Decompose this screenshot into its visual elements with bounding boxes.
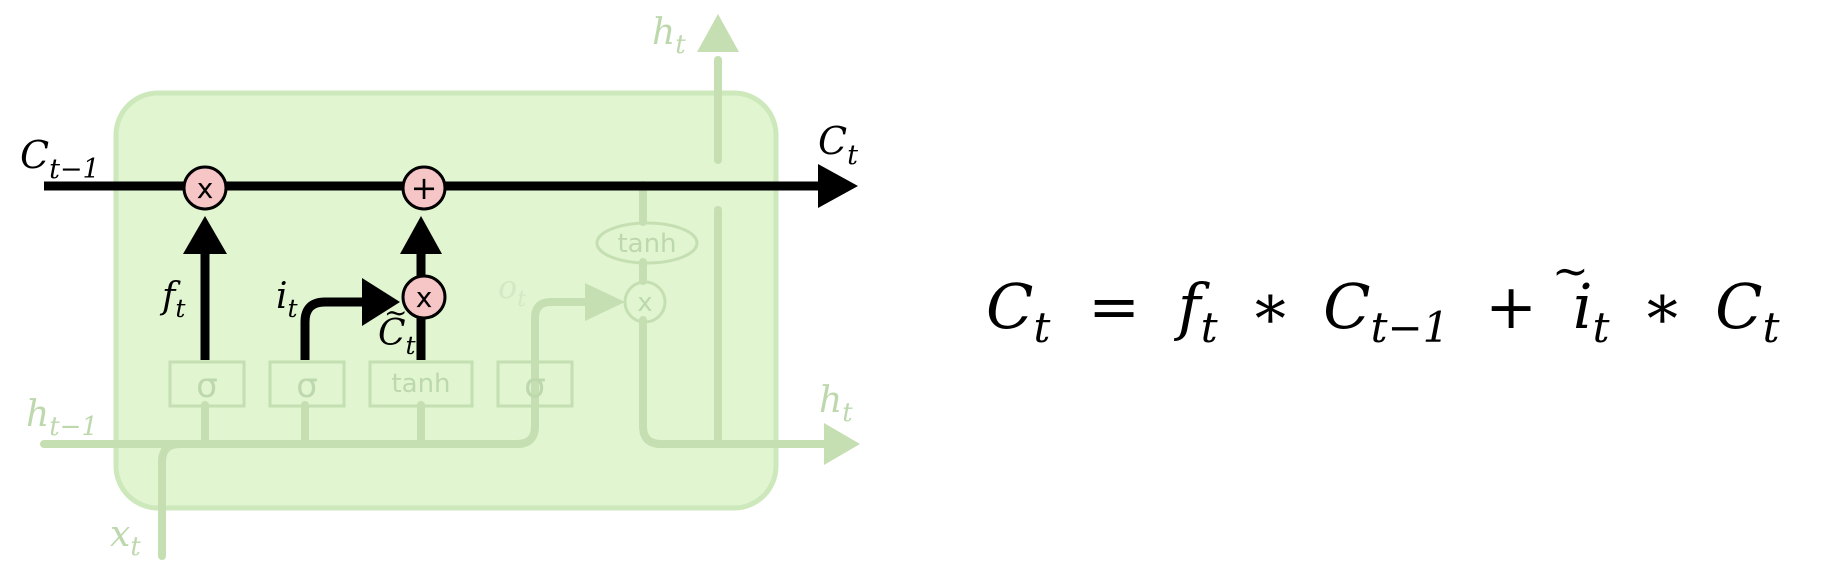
add-input-arrowhead bbox=[400, 216, 442, 254]
svg-text:Ct: Ct bbox=[378, 313, 417, 360]
faded-arrowheads bbox=[585, 14, 860, 465]
forget-op-symbol: x bbox=[197, 172, 214, 205]
input-gate-line bbox=[300, 297, 366, 360]
output-arrowhead bbox=[585, 283, 625, 321]
label-o-gate: ot bbox=[498, 268, 526, 312]
active-arrowheads bbox=[183, 164, 858, 326]
forget-gate-arrowhead bbox=[183, 216, 227, 254]
eq-times-2: ∗ bbox=[1641, 270, 1683, 343]
eq-c-tilde: C bbox=[1715, 270, 1762, 343]
output-multiply-op bbox=[623, 280, 667, 324]
eq-c-tilde-accent: ~ bbox=[1552, 246, 1589, 297]
eq-plus: + bbox=[1485, 270, 1537, 343]
sigma-label-2: σ bbox=[296, 366, 318, 406]
sigma-layer-output bbox=[496, 360, 574, 408]
eq-lhs: C bbox=[986, 270, 1033, 343]
faded-paths bbox=[40, 56, 834, 560]
add-op-symbol: + bbox=[411, 169, 438, 207]
label-x-input: xt bbox=[110, 514, 141, 562]
label-c-out: Ct bbox=[818, 119, 858, 171]
svg-text:Ct = ft ∗: Ct = ft ∗ Ct−1 + it ∗ Ct bbox=[986, 270, 1780, 357]
eq-times-1: ∗ bbox=[1249, 270, 1291, 343]
label-h-right: ht bbox=[819, 380, 853, 428]
sigma-layer-input bbox=[268, 360, 346, 408]
add-op bbox=[401, 165, 447, 211]
pointwise-tanh-op bbox=[595, 221, 699, 265]
label-h-prev: ht−1 bbox=[26, 394, 98, 442]
faded-gate-layers bbox=[168, 221, 699, 408]
label-i-gate: it bbox=[276, 276, 299, 323]
tanh-label-candidate: tanh bbox=[391, 369, 450, 399]
pointwise-tanh-label: tanh bbox=[617, 229, 676, 259]
output-to-h-right bbox=[639, 316, 834, 448]
input-op-symbol: x bbox=[416, 281, 433, 314]
x-input-path bbox=[158, 440, 184, 560]
label-h-top: ht bbox=[652, 12, 686, 60]
label-c-tilde: Ct ~ bbox=[378, 296, 417, 360]
sigma-label-1: σ bbox=[196, 366, 218, 406]
input-gate-arrowhead bbox=[362, 278, 400, 326]
c-tilde-accent: ~ bbox=[384, 296, 407, 329]
label-c-prev: Ct−1 bbox=[20, 133, 100, 185]
h-prev-bus bbox=[40, 298, 589, 448]
output-op-symbol: x bbox=[637, 288, 652, 318]
tanh-layer-candidate bbox=[368, 360, 474, 408]
cell-state-arrowhead bbox=[818, 164, 858, 208]
eq-c-prev: C bbox=[1323, 270, 1370, 343]
sigma-label-3: σ bbox=[524, 366, 546, 406]
eq-equals: = bbox=[1088, 270, 1140, 343]
eq-i: i bbox=[1573, 270, 1593, 343]
h-top-arrowhead bbox=[697, 14, 739, 52]
h-right-arrowhead bbox=[824, 423, 860, 465]
input-multiply-op bbox=[401, 274, 447, 320]
sigma-layer-forget bbox=[168, 360, 246, 408]
cell-state-equation: Ct = ft ∗ Ct−1 + it ∗ Ct ~ bbox=[986, 246, 1780, 357]
forget-multiply-op bbox=[182, 165, 228, 211]
